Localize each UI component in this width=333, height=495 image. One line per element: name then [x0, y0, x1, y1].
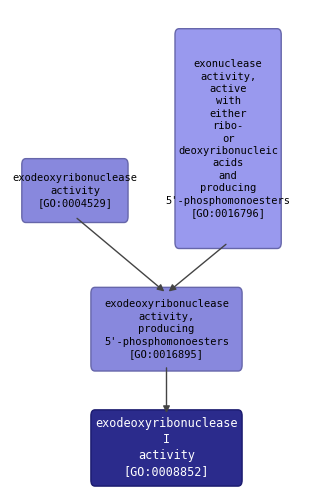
Text: exodeoxyribonuclease
I
activity
[GO:0008852]: exodeoxyribonuclease I activity [GO:0008…: [95, 417, 238, 479]
FancyBboxPatch shape: [91, 410, 242, 486]
FancyBboxPatch shape: [175, 29, 281, 248]
FancyBboxPatch shape: [91, 287, 242, 371]
Text: exonuclease
activity,
active
with
either
ribo-
or
deoxyribonucleic
acids
and
pro: exonuclease activity, active with either…: [166, 59, 291, 218]
FancyBboxPatch shape: [22, 158, 128, 223]
Text: exodeoxyribonuclease
activity
[GO:0004529]: exodeoxyribonuclease activity [GO:000452…: [12, 173, 138, 208]
Text: exodeoxyribonuclease
activity,
producing
5'-phosphomonoesters
[GO:0016895]: exodeoxyribonuclease activity, producing…: [104, 299, 229, 359]
